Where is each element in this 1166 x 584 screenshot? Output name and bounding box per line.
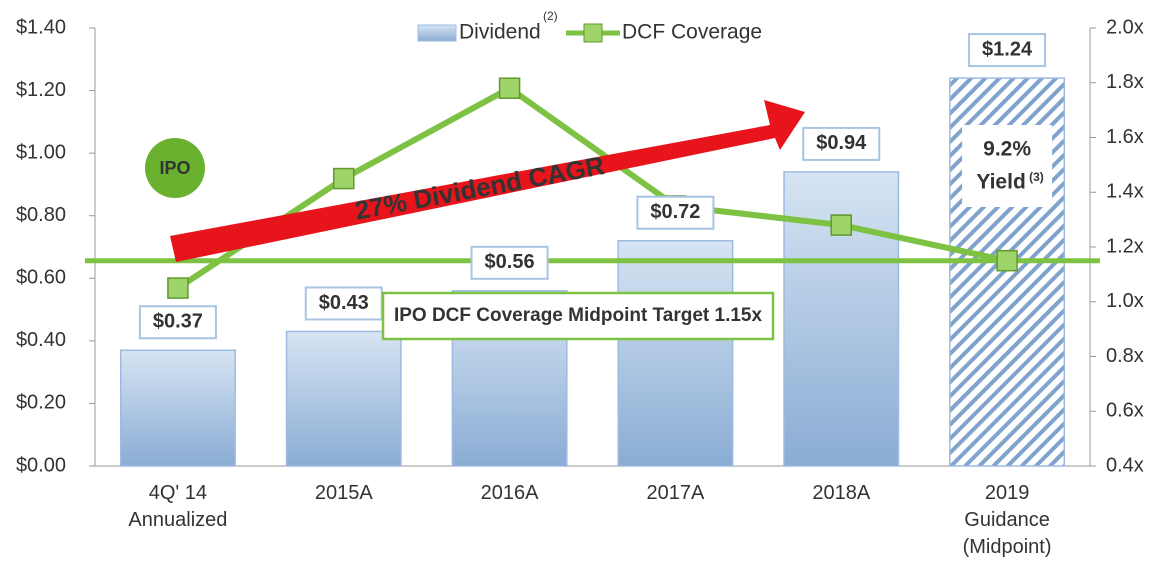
x-tick-line: (Midpoint) <box>963 536 1052 558</box>
x-tick-line: 2019 <box>985 482 1030 504</box>
line-marker <box>167 277 189 299</box>
y-tick-label: $0.60 <box>16 267 66 289</box>
y2-tick-label: 2.0x <box>1106 16 1144 38</box>
y-tick-label: $0.00 <box>16 454 66 476</box>
value-label-box <box>138 305 217 340</box>
y-tick-label: $1.00 <box>16 141 66 163</box>
x-tick-line: 2016A <box>481 482 539 504</box>
x-tick-label: 2018A <box>812 482 870 504</box>
line-marker <box>498 77 521 99</box>
value-label: $0.56 <box>485 251 535 273</box>
y2-tick-label: 1.6x <box>1106 126 1144 148</box>
y-tick-label: $0.20 <box>16 392 66 414</box>
line-marker <box>333 167 355 190</box>
value-label: $0.72 <box>650 201 700 223</box>
x-tick-line: Annualized <box>128 509 227 531</box>
x-tick-line: 2018A <box>812 482 870 504</box>
line-marker <box>830 214 852 236</box>
x-tick-line: Guidance <box>964 509 1050 531</box>
legend-marker <box>583 23 603 43</box>
yield-box <box>962 125 1053 207</box>
y-tick-label: $1.40 <box>16 16 66 38</box>
value-label-box <box>470 245 549 280</box>
value-label-box <box>636 195 715 230</box>
legend-note: (2) <box>543 9 558 23</box>
yield-pct: 9.2% <box>983 138 1031 161</box>
ipo-badge <box>145 138 205 198</box>
x-tick-line: 2015A <box>315 482 373 504</box>
y-tick-label: $1.20 <box>16 79 66 101</box>
ipo-label: IPO <box>159 158 190 178</box>
y-tick-label: $0.80 <box>16 204 66 226</box>
y2-tick-label: 1.4x <box>1106 181 1144 203</box>
x-tick-line: 4Q' 14 <box>149 482 207 504</box>
y2-tick-label: 1.0x <box>1106 290 1144 312</box>
y2-tick-label: 0.4x <box>1106 454 1144 476</box>
legend-swatch <box>417 24 457 42</box>
bar <box>119 349 236 467</box>
line-series <box>176 84 1008 291</box>
y2-tick-label: 1.2x <box>1106 235 1144 257</box>
value-label-box <box>802 126 881 161</box>
line-marker <box>996 249 1018 272</box>
bar <box>285 330 402 467</box>
x-tick-label: 2017A <box>646 482 704 504</box>
yield-note: (3) <box>1029 170 1044 184</box>
value-label: $0.43 <box>319 292 369 314</box>
value-label-box <box>968 33 1047 68</box>
value-label: $0.37 <box>153 311 203 333</box>
x-tick-label: 2015A <box>315 482 373 504</box>
y2-tick-label: 1.8x <box>1106 71 1144 93</box>
legend-label: Dividend <box>459 21 541 44</box>
y-tick-label: $0.40 <box>16 329 66 351</box>
cagr-label: 27% Dividend CAGR <box>353 150 607 226</box>
y2-tick-label: 0.6x <box>1106 400 1144 422</box>
reference-label-box <box>381 291 775 341</box>
yield-label: Yield <box>976 171 1025 194</box>
value-label: $0.94 <box>816 132 867 154</box>
x-tick-line: 2017A <box>646 482 704 504</box>
reference-label: IPO DCF Coverage Midpoint Target 1.15x <box>394 305 763 326</box>
cagr-arrow <box>170 100 805 262</box>
x-tick-label: 2019 Guidance (Midpoint) <box>963 482 1052 558</box>
x-tick-label: 4Q' 14 Annualized <box>128 482 227 531</box>
value-label: $1.24 <box>982 38 1033 60</box>
y2-tick-label: 0.8x <box>1106 345 1144 367</box>
bar <box>617 239 734 467</box>
legend-label: DCF Coverage <box>622 21 762 44</box>
x-tick-label: 2016A <box>481 482 539 504</box>
